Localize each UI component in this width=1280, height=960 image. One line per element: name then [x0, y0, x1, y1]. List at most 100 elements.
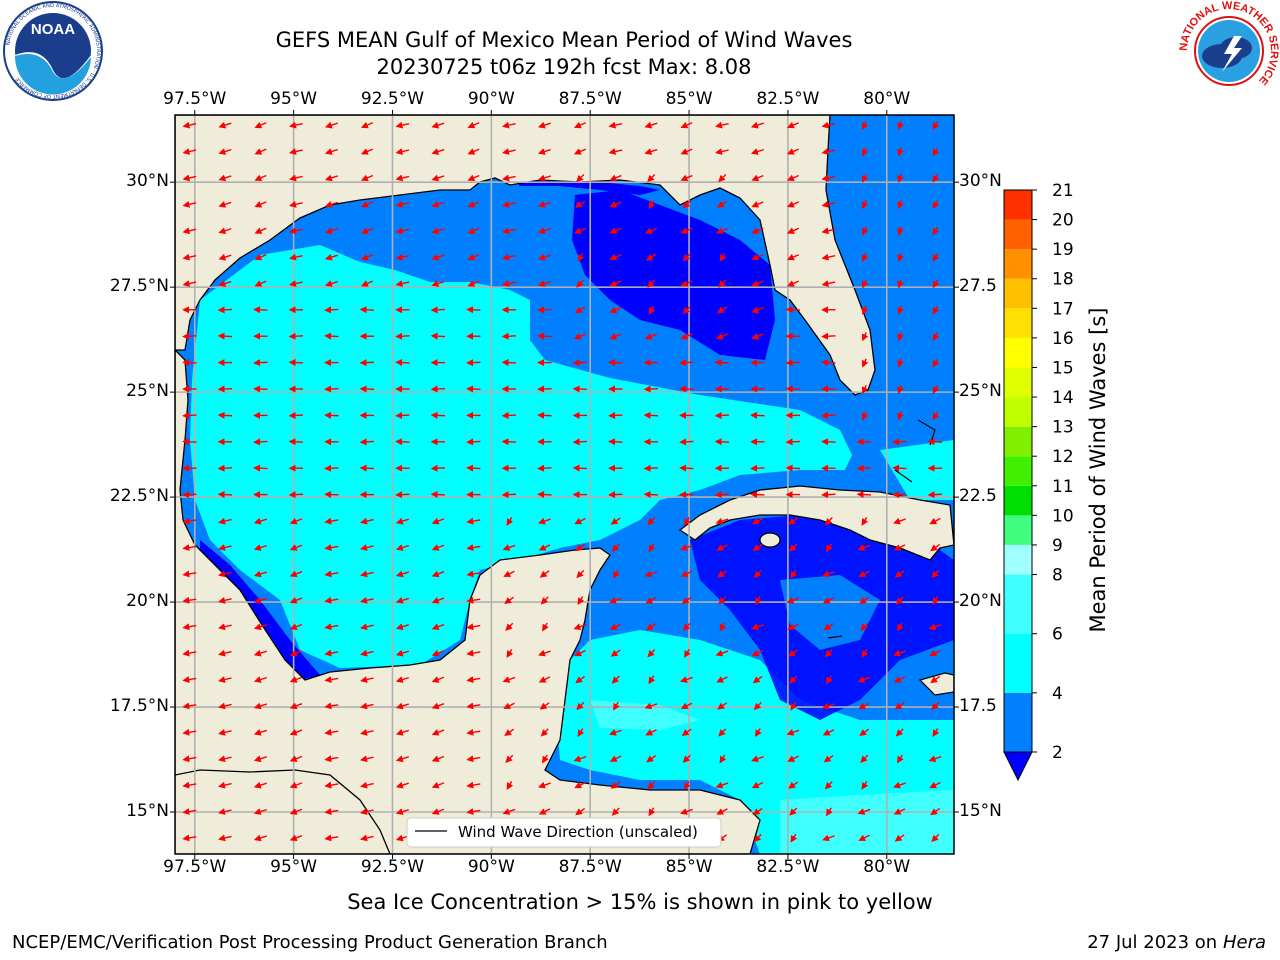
- wave-direction-arrow: [644, 121, 658, 129]
- wave-direction-arrow: [860, 754, 869, 763]
- wave-direction-arrow: [716, 200, 728, 208]
- wave-direction-arrow: [932, 200, 940, 210]
- wave-direction-arrow: [786, 729, 800, 736]
- wave-direction-arrow: [324, 491, 339, 499]
- wave-direction-arrow: [431, 623, 445, 630]
- wave-direction-arrow: [648, 305, 656, 315]
- wave-direction-arrow: [753, 833, 762, 843]
- graticule: [175, 115, 954, 854]
- wave-direction-arrow: [542, 754, 549, 764]
- wave-direction-arrow: [360, 649, 374, 657]
- wave-direction-arrow: [897, 754, 904, 764]
- wave-direction-arrow: [324, 200, 338, 208]
- wave-direction-arrow: [610, 781, 621, 789]
- wave-direction-arrow: [897, 305, 904, 315]
- wave-direction-arrow: [360, 280, 374, 287]
- wave-direction-arrow: [395, 148, 410, 155]
- wave-direction-arrow: [506, 780, 514, 790]
- wave-direction-arrow: [928, 623, 942, 631]
- wave-direction-arrow: [790, 701, 798, 711]
- wave-direction-arrow: [467, 280, 480, 287]
- nws-logo-icon: NATIONAL WEATHER SERVICE: [1178, 0, 1280, 100]
- wave-direction-arrow: [715, 121, 729, 129]
- wave-direction-arrow: [431, 597, 445, 604]
- wave-direction-arrow: [681, 728, 692, 737]
- wave-direction-arrow: [537, 332, 552, 340]
- lat-tick-label-right: 15°N: [959, 801, 1002, 821]
- wave-direction-arrow: [609, 253, 622, 261]
- wave-direction-arrow: [431, 517, 445, 525]
- noaa-logo-icon: NOAA NATIONAL OCEANIC AND ATMOSPHERIC AD…: [3, 1, 103, 101]
- wave-direction-arrow: [716, 808, 728, 815]
- wave-direction-arrow: [542, 622, 549, 632]
- wave-direction-arrow: [861, 358, 869, 368]
- wave-direction-arrow: [752, 543, 763, 552]
- sea-ice-note: Sea Ice Concentration > 15% is shown in …: [347, 890, 933, 914]
- wave-direction-arrow: [537, 306, 552, 314]
- wave-direction-arrow: [182, 544, 197, 551]
- wave-direction-arrow: [573, 121, 587, 129]
- wave-direction-arrow: [714, 359, 730, 367]
- wave-direction-arrow: [821, 148, 836, 155]
- map-frame: [174, 114, 955, 855]
- wave-direction-arrow: [609, 201, 622, 208]
- wave-direction-arrow: [253, 438, 268, 446]
- wave-direction-arrow: [217, 491, 233, 499]
- wave-direction-arrow: [218, 253, 232, 261]
- wave-direction-arrow: [360, 596, 374, 604]
- wave-direction-arrow: [897, 279, 904, 289]
- wave-direction-arrow: [253, 623, 267, 631]
- wave-direction-arrow: [289, 702, 303, 710]
- wave-direction-arrow: [395, 702, 409, 710]
- wave-direction-arrow: [680, 333, 693, 340]
- wave-direction-arrow: [752, 675, 763, 684]
- wave-direction-arrow: [537, 200, 551, 208]
- wave-direction-arrow: [253, 596, 267, 604]
- wave-direction-arrow: [537, 464, 552, 472]
- colorbar-tick-label: 16: [1052, 329, 1074, 349]
- wave-direction-arrow: [182, 280, 197, 287]
- wave-direction-arrow: [823, 755, 834, 763]
- wave-direction-arrow: [682, 253, 691, 262]
- wave-direction-arrow: [218, 834, 232, 842]
- footer-timestamp: 27 Jul 2023 on Hera: [1087, 932, 1266, 953]
- wave-direction-arrow: [289, 517, 303, 525]
- wave-direction-arrow: [395, 544, 409, 551]
- wave-direction-arrow: [431, 174, 445, 182]
- wave-direction-arrow: [217, 464, 233, 472]
- wave-direction-arrow: [932, 358, 940, 368]
- wave-direction-arrow: [786, 201, 800, 208]
- wave-direction-arrow: [643, 491, 659, 499]
- wave-direction-arrow: [751, 649, 764, 657]
- wave-direction-arrow: [893, 517, 906, 525]
- wave-direction-arrow: [821, 200, 836, 208]
- colorbar-bin: [1004, 337, 1032, 368]
- wave-direction-arrow: [254, 174, 267, 182]
- wave-direction-arrow: [609, 280, 622, 287]
- wave-direction-arrow: [430, 491, 446, 499]
- wave-direction-arrow: [894, 834, 905, 842]
- colorbar-tick-label: 19: [1052, 240, 1074, 260]
- wave-direction-arrow: [395, 676, 409, 683]
- wave-direction-arrow: [324, 227, 338, 235]
- wave-direction-arrow: [679, 359, 694, 367]
- wave-direction-arrow: [395, 253, 410, 261]
- colorbar-bin: [1004, 544, 1032, 575]
- wave-direction-arrow: [608, 148, 623, 155]
- wave-direction-arrow: [360, 148, 374, 155]
- wave-direction-arrow: [466, 359, 481, 367]
- wave-direction-arrow: [897, 622, 904, 632]
- wave-direction-arrow: [647, 279, 656, 288]
- wave-direction-arrow: [360, 623, 374, 631]
- wave-direction-arrow: [682, 754, 691, 763]
- wave-direction-arrow: [893, 544, 906, 551]
- wave-direction-arrow: [822, 834, 835, 842]
- wave-direction-arrow: [501, 359, 517, 367]
- wave-direction-arrow: [751, 623, 764, 631]
- wave-direction-arrow: [684, 648, 691, 658]
- wave-direction-arrow: [324, 385, 339, 393]
- wave-direction-arrow: [932, 384, 940, 394]
- wave-direction-arrow: [538, 808, 551, 815]
- wave-direction-arrow: [253, 517, 267, 525]
- wave-direction-arrow: [182, 649, 197, 657]
